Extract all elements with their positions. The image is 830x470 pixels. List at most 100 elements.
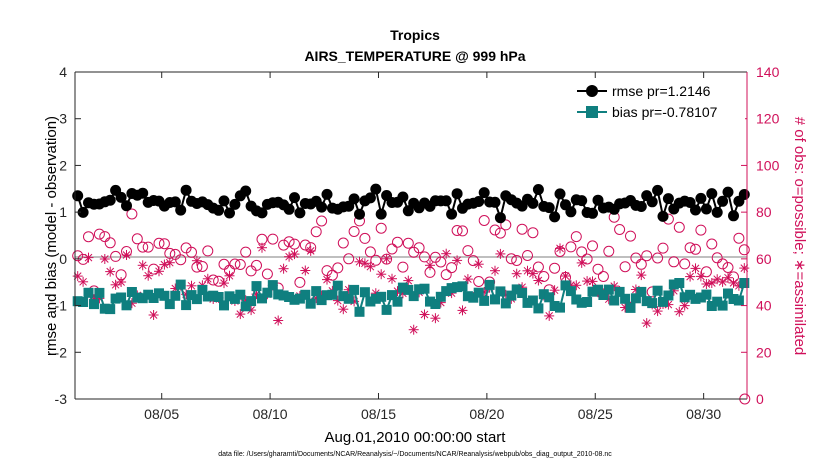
y-tick-label-left: 3 (59, 111, 67, 127)
obs-assimilated-point (641, 318, 652, 329)
rmse-point (657, 210, 669, 222)
rmse-point (294, 207, 306, 219)
y-axis-right-label: # of obs: o=possible; ∗=assimilated (791, 117, 808, 356)
rmse-point (706, 188, 718, 200)
rmse-point (283, 203, 295, 215)
obs-assimilated-point (522, 265, 533, 276)
bias-point (625, 302, 636, 313)
bias-point (262, 287, 273, 298)
rmse-point (77, 206, 89, 218)
obs-possible-point (126, 208, 138, 220)
bias-point (397, 282, 408, 293)
rmse-point (738, 189, 750, 200)
rmse-point (635, 201, 647, 212)
bias-point (273, 289, 284, 300)
bias-point (446, 283, 457, 294)
rmse-point (543, 202, 555, 214)
bias-point (284, 292, 295, 302)
bias-point (72, 296, 83, 307)
rmse-point (224, 207, 235, 219)
obs-possible-point (283, 236, 295, 248)
obs-assimilated-point (381, 253, 392, 264)
bias-point (739, 278, 750, 288)
bias-point (609, 295, 620, 306)
obs-possible-point (196, 261, 208, 272)
bias-point (354, 306, 365, 317)
rmse-point (402, 205, 414, 217)
bias-point (733, 295, 744, 306)
y-tick-label-right: 120 (756, 111, 780, 127)
bias-point (522, 297, 533, 308)
obs-assimilated-point (83, 252, 94, 263)
obs-assimilated-point (712, 274, 723, 285)
obs-possible-point (397, 261, 409, 273)
bias-point (598, 290, 609, 300)
obs-possible-point (186, 246, 197, 258)
obs-possible-point (386, 243, 398, 255)
bias-point (473, 287, 484, 298)
chart-subtitle: AIRS_TEMPERATURE @ 999 hPa (304, 48, 525, 64)
obs-possible-point (630, 252, 642, 264)
obs-assimilated-point (576, 257, 587, 268)
obs-assimilated-point (219, 278, 229, 289)
obs-possible-point (500, 219, 512, 231)
bias-point (197, 285, 208, 295)
obs-possible-point (489, 224, 501, 236)
rmse-point (115, 191, 127, 203)
obs-possible-point (337, 237, 349, 249)
obs-possible-point (684, 242, 696, 254)
bias-point (414, 284, 425, 295)
rmse-point (397, 191, 409, 203)
bias-point (267, 280, 278, 291)
obs-possible-point (294, 276, 306, 288)
x-tick-label: 08/20 (469, 406, 504, 422)
bias-point (294, 293, 305, 304)
bias-point (614, 286, 625, 297)
y-tick-label-left: 0 (59, 251, 67, 267)
bias-point (636, 286, 647, 297)
bias-point (246, 296, 257, 307)
bias-point (316, 295, 327, 306)
bias-point (219, 300, 229, 311)
rmse-point (473, 196, 485, 207)
y-tick-label-right: 20 (756, 344, 772, 360)
y-tick-label-left: 4 (59, 64, 67, 80)
rmse-point (218, 195, 230, 207)
bias-point (517, 288, 528, 298)
bias-point (191, 294, 202, 305)
bias-point (137, 293, 148, 304)
obs-possible-point (375, 222, 387, 234)
obs-assimilated-point (706, 278, 717, 288)
bias-point (370, 293, 381, 304)
bias-point (425, 296, 435, 307)
obs-possible-point (576, 246, 588, 258)
bias-point (311, 286, 322, 297)
obs-possible-point (316, 215, 328, 227)
obs-possible-point (370, 254, 382, 266)
obs-possible-point (457, 225, 468, 237)
rmse-point (549, 211, 561, 223)
rmse-point (527, 197, 539, 209)
rmse-point (354, 208, 365, 220)
y-tick-label-right: 140 (756, 64, 780, 80)
obs-possible-point (364, 246, 376, 258)
bias-point (468, 292, 479, 303)
y-tick-label-right: 100 (756, 157, 780, 173)
obs-assimilated-point (560, 271, 571, 281)
obs-assimilated-point (99, 254, 110, 264)
bias-point (105, 304, 116, 315)
obs-possible-point (690, 243, 701, 255)
bias-point (403, 284, 414, 295)
rmse-point (576, 195, 588, 207)
obs-assimilated-point (300, 265, 311, 276)
bias-point (392, 296, 403, 307)
y-tick-label-left: 2 (59, 157, 67, 173)
obs-possible-point (440, 269, 452, 281)
bias-point (202, 291, 213, 302)
obs-possible-point (711, 252, 723, 264)
bias-point (213, 292, 224, 302)
bias-point (576, 297, 587, 308)
y-tick-label-left: -1 (55, 298, 68, 314)
bias-point (593, 284, 603, 295)
rmse-point (137, 187, 149, 199)
